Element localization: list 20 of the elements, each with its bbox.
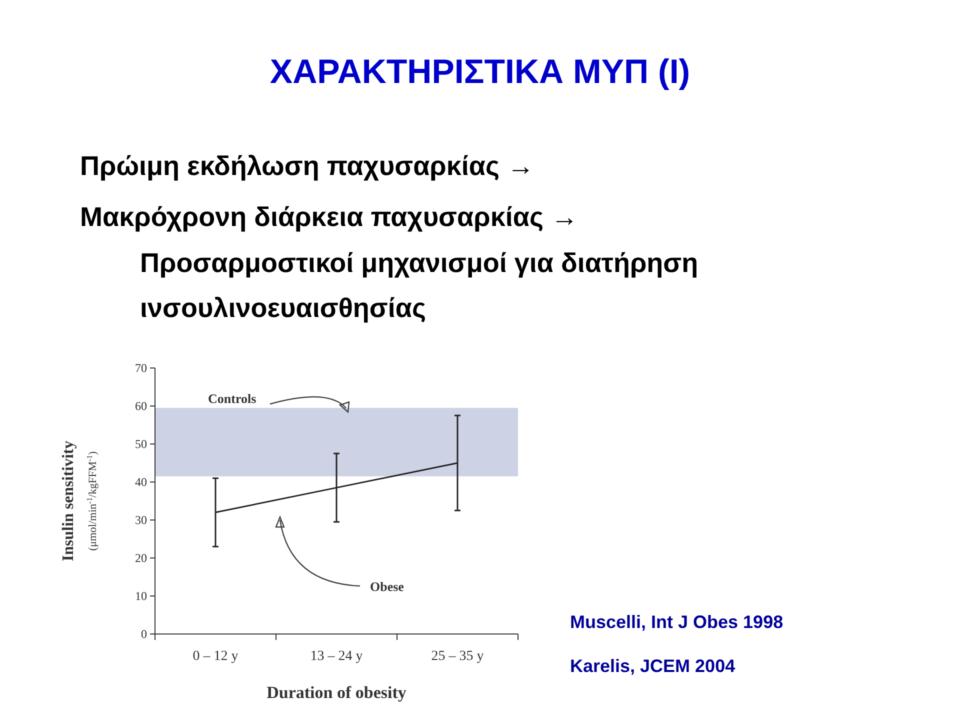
y-tick-label: 40 (135, 475, 147, 490)
y-tick-label: 60 (135, 399, 147, 414)
chart-title: ΧΑΡΑΚΤΗΡΙΣΤΙΚΑ ΜΥΠ (Ι) (270, 53, 690, 91)
text: Προσαρμοστικοί μηχανισμοί για διατήρηση ινσουλινοευαισθησίας (140, 248, 698, 323)
y-tick-label: 10 (135, 589, 147, 604)
text: Μακρόχρονη διάρκεια παχυσαρκίας → (80, 202, 578, 232)
x-tick-label: 0 – 12 y (192, 649, 238, 664)
band-label: Controls (208, 390, 256, 406)
y-tick-label: 20 (135, 551, 147, 566)
y-tick-label: 0 (141, 627, 147, 642)
y-tick-label: 30 (135, 513, 147, 528)
x-tick-label: 25 – 35 y (431, 649, 484, 664)
text: Muscelli, Int J Obes 1998 (570, 612, 784, 632)
x-axis-title: Duration of obesity (266, 683, 407, 702)
text: Obese (370, 579, 404, 594)
text: Πρώιμη εκδήλωση παχυσαρκίας → (80, 151, 534, 181)
y-tick-label: 50 (135, 437, 147, 452)
x-tick-label: 13 – 24 y (310, 649, 363, 664)
text: Karelis, JCEM 2004 (570, 656, 736, 676)
y-tick-label: 70 (135, 361, 147, 376)
